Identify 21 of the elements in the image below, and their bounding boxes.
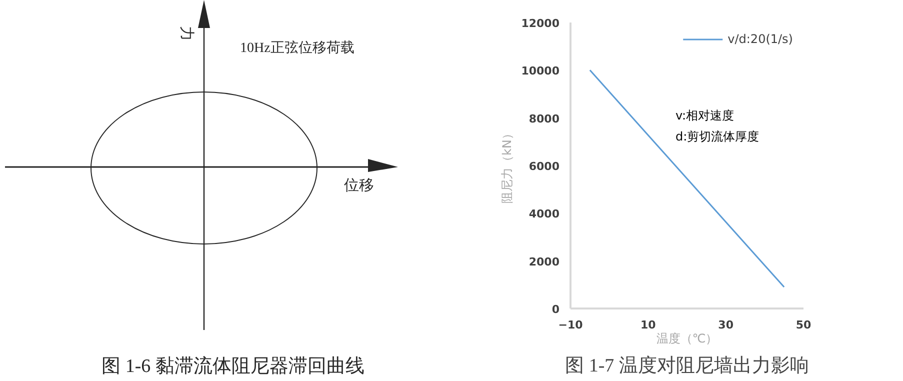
x-tick-label: −10	[558, 318, 584, 332]
y-tick-label: 8000	[528, 112, 560, 126]
y-axis-title: 阻尼力（kN）	[500, 128, 514, 204]
y-tick-label: 0	[552, 303, 560, 316]
text: 力	[178, 26, 195, 41]
y-tick-label: 12000	[521, 17, 560, 30]
caption: 图 1-7 温度对阻尼墙出力影响	[565, 354, 809, 376]
caption: 图 1-6 黏滞流体阻尼器滞回曲线	[102, 355, 364, 377]
annotation: v:相对速度	[676, 108, 734, 122]
y-tick-label: 4000	[528, 208, 560, 221]
y-tick-label: 6000	[528, 160, 560, 173]
y-tick-label: 10000	[521, 64, 560, 78]
annotation: d:剪切流体厚度	[676, 130, 760, 144]
text: 10Hz正弦位移荷载	[240, 40, 354, 56]
x-tick-label: 50	[796, 318, 812, 332]
x-tick-label: 30	[718, 318, 734, 332]
text: 位移	[344, 177, 374, 194]
x-tick-label: 10	[640, 318, 656, 332]
y-tick-label: 2000	[528, 255, 560, 268]
legend-label: v/d:20(1/s)	[728, 32, 793, 46]
x-axis-title: 温度（℃）	[656, 332, 718, 346]
